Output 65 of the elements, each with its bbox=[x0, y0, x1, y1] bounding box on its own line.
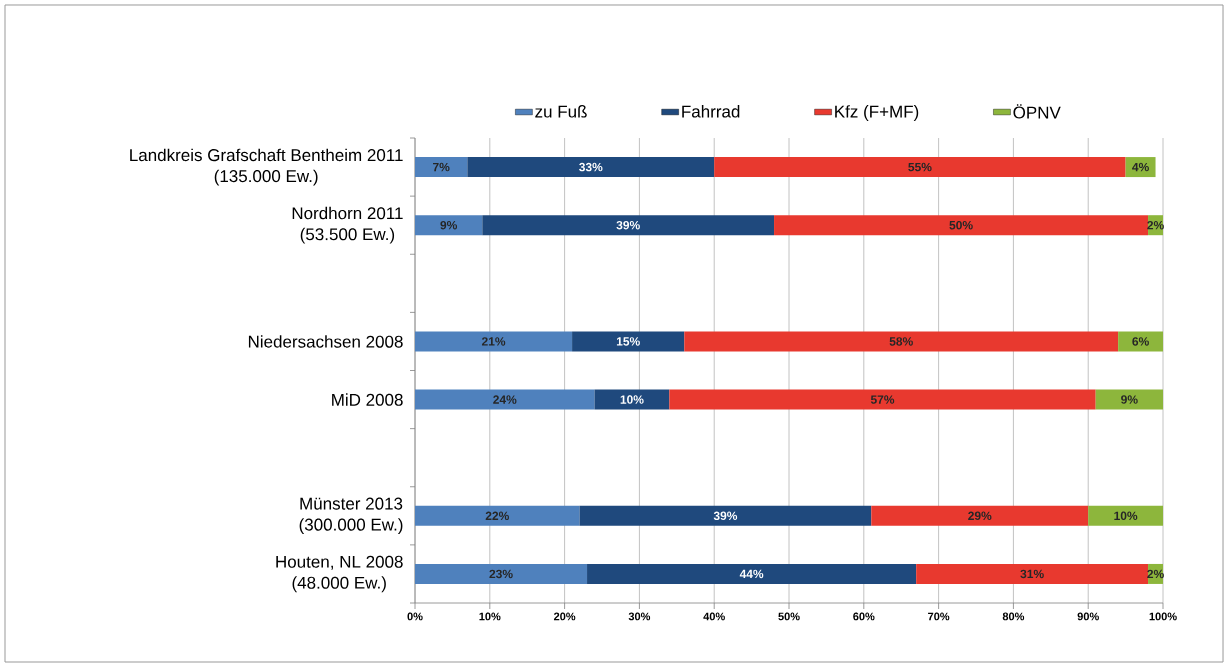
data-label: 58% bbox=[889, 337, 913, 346]
data-label: 39% bbox=[616, 220, 640, 230]
data-label: 4% bbox=[1132, 162, 1149, 172]
data-label: 33% bbox=[579, 162, 603, 172]
x-tick-label: 90% bbox=[1077, 612, 1099, 621]
bar bbox=[415, 215, 483, 236]
bar bbox=[467, 157, 715, 178]
legend-label: ÖPNV bbox=[1013, 104, 1061, 119]
data-label: 50% bbox=[949, 220, 973, 230]
bar bbox=[415, 157, 468, 178]
bar bbox=[1125, 157, 1156, 178]
y-tick-label: Houten, NL 2008 (48.000 Ew.) bbox=[276, 555, 403, 593]
bar bbox=[1088, 505, 1164, 526]
bar bbox=[587, 563, 917, 584]
data-label: 9% bbox=[440, 220, 458, 230]
data-label: 10% bbox=[620, 395, 644, 404]
bar bbox=[415, 563, 588, 584]
data-label: 9% bbox=[1121, 395, 1138, 404]
data-label: 39% bbox=[713, 511, 738, 521]
y-tick-label: Landkreis Grafschaft Bentheim 2011 (135.000 Ew.) bbox=[130, 148, 403, 186]
data-label: 10% bbox=[1114, 511, 1138, 521]
bar bbox=[774, 215, 1149, 236]
x-tick-label: 40% bbox=[703, 612, 725, 621]
data-label: 21% bbox=[481, 337, 506, 346]
legend-label: zu Fuß bbox=[535, 105, 587, 118]
bar bbox=[1095, 389, 1164, 410]
bar bbox=[684, 331, 1119, 352]
x-tick-label: 60% bbox=[853, 612, 875, 621]
data-label: 44% bbox=[739, 569, 764, 579]
y-tick-label: MiD 2008 bbox=[332, 393, 403, 406]
bar bbox=[482, 215, 775, 236]
x-tick-label: 100% bbox=[1149, 612, 1177, 621]
bar bbox=[871, 505, 1089, 526]
data-label: 31% bbox=[1020, 569, 1044, 579]
data-label: 29% bbox=[968, 511, 992, 521]
bar bbox=[916, 563, 1149, 584]
data-label: 15% bbox=[616, 337, 640, 346]
bar bbox=[415, 505, 580, 526]
y-tick-label: Niedersachsen 2008 bbox=[248, 335, 403, 348]
legend-label: Kfz (F+MF) bbox=[835, 105, 919, 121]
data-label: 24% bbox=[493, 395, 517, 404]
x-tick-label: 10% bbox=[479, 612, 501, 621]
data-label: 7% bbox=[433, 162, 450, 172]
bar bbox=[714, 157, 1126, 178]
bar bbox=[572, 331, 685, 352]
x-tick-label: 80% bbox=[1002, 612, 1025, 621]
x-tick-label: 20% bbox=[553, 612, 576, 621]
data-label: 23% bbox=[489, 569, 513, 579]
x-tick-label: 30% bbox=[628, 612, 651, 621]
data-label: 55% bbox=[908, 162, 932, 172]
x-tick-label: 50% bbox=[778, 612, 800, 621]
bar bbox=[1118, 331, 1164, 352]
y-tick-label: Münster 2013 (300.000 Ew.) bbox=[299, 497, 403, 535]
bar bbox=[415, 331, 573, 352]
data-label: 6% bbox=[1132, 337, 1149, 346]
bar bbox=[579, 505, 872, 526]
bar bbox=[415, 389, 595, 410]
legend-label: Fahrrad bbox=[682, 105, 740, 118]
data-label: 22% bbox=[485, 511, 509, 521]
y-tick-label: Nordhorn 2011 (53.500 Ew.) bbox=[292, 206, 403, 244]
bar bbox=[669, 389, 1096, 410]
bar bbox=[594, 389, 670, 410]
x-tick-label: 70% bbox=[928, 612, 950, 621]
x-tick-label: 0% bbox=[407, 612, 423, 621]
data-label: 57% bbox=[870, 395, 895, 404]
